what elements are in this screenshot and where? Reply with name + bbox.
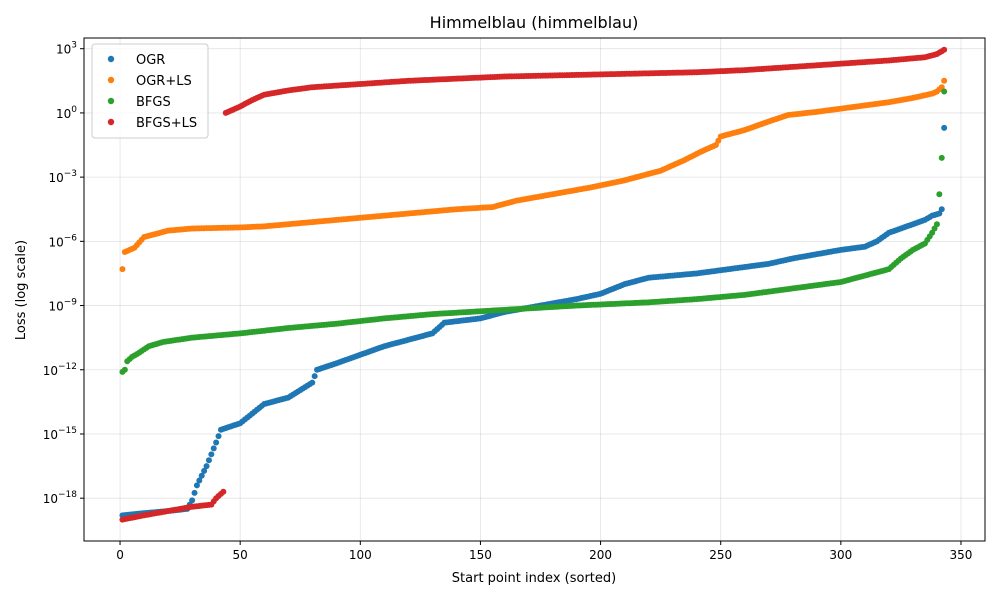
data-point — [941, 88, 948, 95]
legend-label: OGR — [136, 53, 165, 68]
y-tick-label: 103 — [56, 41, 77, 57]
series-bfgs — [119, 88, 948, 375]
data-point — [205, 457, 212, 464]
x-tick-label: 350 — [950, 548, 973, 562]
x-tick-label: 250 — [709, 548, 732, 562]
y-tick-label: 10−9 — [48, 298, 77, 314]
data-point — [189, 497, 196, 504]
x-tick-label: 0 — [116, 548, 124, 562]
legend-label: OGR+LS — [136, 74, 192, 89]
legend-marker — [107, 55, 115, 63]
data-point — [198, 472, 205, 479]
data-point — [938, 154, 945, 161]
data-point — [201, 467, 208, 474]
data-point — [309, 379, 316, 386]
data-point — [941, 77, 948, 84]
data-point — [213, 439, 220, 446]
data-point — [941, 124, 948, 131]
data-point — [191, 489, 198, 496]
y-axis-label: Loss (log scale) — [14, 240, 29, 340]
y-tick-label: 10−18 — [43, 490, 78, 506]
data-point — [121, 366, 128, 373]
legend-label: BFGS — [136, 95, 171, 110]
chart-title: Himmelblau (himmelblau) — [430, 13, 639, 32]
y-axis-ticks: 10−18 10−15 10−12 10−9 10−6 10−3 100 103 — [43, 41, 84, 506]
x-tick-label: 200 — [589, 548, 612, 562]
legend-box — [91, 43, 209, 139]
data-point — [193, 482, 200, 489]
legend-label: BFGS+LS — [136, 116, 197, 131]
x-tick-label: 150 — [469, 548, 492, 562]
plot-frame — [83, 37, 986, 542]
data-point — [119, 266, 126, 273]
data-point — [196, 477, 203, 484]
legend: OGR OGR+LS BFGS BFGS+LS — [91, 43, 209, 139]
x-tick-label: 300 — [829, 548, 852, 562]
series-bfgs-ls — [119, 46, 948, 523]
data-point — [933, 221, 940, 228]
x-axis-label: Start point index (sorted) — [452, 571, 616, 586]
y-tick-label: 10−15 — [43, 426, 77, 442]
y-tick-label: 10−6 — [48, 233, 77, 249]
data-point — [208, 451, 215, 458]
data-points — [119, 46, 948, 523]
data-point — [215, 433, 222, 440]
legend-marker — [107, 118, 115, 126]
x-tick-label: 100 — [349, 548, 372, 562]
y-tick-label: 100 — [56, 105, 77, 121]
x-axis-ticks: 0 50 100 150 200 250 300 350 — [116, 541, 972, 562]
data-point — [938, 206, 945, 213]
x-tick-label: 50 — [233, 548, 248, 562]
data-point — [941, 46, 948, 53]
data-point — [210, 445, 217, 452]
series-ogr-ls — [119, 77, 948, 273]
data-point — [936, 191, 943, 198]
legend-marker — [107, 97, 115, 105]
data-point — [203, 463, 210, 470]
data-point — [311, 373, 318, 380]
data-point — [220, 488, 227, 495]
y-tick-label: 10−12 — [43, 362, 77, 378]
legend-marker — [107, 76, 115, 84]
y-tick-label: 10−3 — [48, 169, 77, 185]
grid-lines — [84, 38, 985, 541]
